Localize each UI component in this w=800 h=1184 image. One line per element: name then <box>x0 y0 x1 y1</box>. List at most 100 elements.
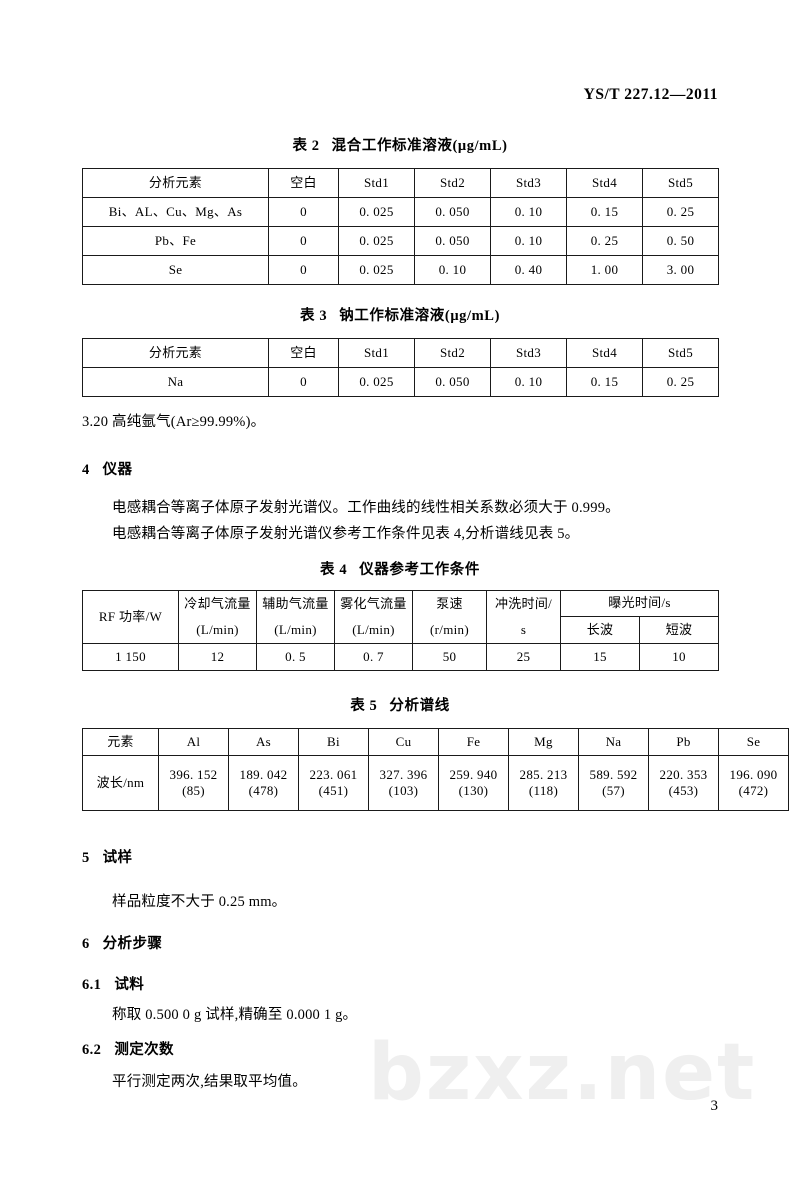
table5-order-7: (453) <box>668 783 699 798</box>
table-row: Pb、Fe 0 0. 025 0. 050 0. 10 0. 25 0. 50 <box>82 226 719 256</box>
table2-r2-c0: Se <box>82 255 269 285</box>
table3-wrapper: 分析元素 空白 Std1 Std2 Std3 Std4 Std5 Na 0 0.… <box>82 338 719 397</box>
table2-r2-c6: 3. 00 <box>642 255 719 285</box>
table3-r0-c4: 0. 10 <box>490 367 567 397</box>
table5-wavelength-cell-6: 589. 592 (57) <box>578 755 649 811</box>
table3-caption: 表 3 钠工作标准溶液(μg/mL) <box>82 304 718 325</box>
table3-col-4: Std3 <box>490 338 567 368</box>
table5-wavelength-5: 285. 213 <box>519 766 568 782</box>
table5-element-5: Mg <box>508 728 579 756</box>
table2-caption-number: 表 2 <box>292 138 320 154</box>
table2-r0-c6: 0. 25 <box>642 197 719 227</box>
table2-r1-c1: 0 <box>268 226 339 256</box>
table5-wavelength-cell-0: 396. 152 (85) <box>158 755 229 811</box>
clause-6-2-heading: 6.2 测定次数 <box>82 1038 174 1059</box>
clause-6-2-title: 测定次数 <box>114 1042 174 1058</box>
clause-6-1-heading: 6.1 试料 <box>82 973 144 994</box>
clause-4-paragraph-1: 电感耦合等离子体原子发射光谱仪。工作曲线的线性相关系数必须大于 0.999。 <box>112 500 620 516</box>
table3-r0-c6: 0. 25 <box>642 367 719 397</box>
clause-6-1-number: 6.1 <box>82 977 102 993</box>
table5-wavelength-cell-8: 196. 090 (472) <box>718 755 789 811</box>
table5-element-6: Na <box>578 728 649 756</box>
table4-col-1-line2: (L/min) <box>178 616 257 644</box>
table4-group-header: 曝光时间/s <box>559 590 720 617</box>
table2-r1-c2: 0. 025 <box>338 226 415 256</box>
table5-element-0: Al <box>158 728 229 756</box>
page-number: 3 <box>710 1098 719 1114</box>
table4-wrapper: RF 功率/W 冷却气流量 辅助气流量 雾化气流量 泵速 冲洗时间/ 曝光时间/… <box>82 590 720 671</box>
table5-order-5: (118) <box>528 783 559 798</box>
clause-3-20-paragraph: 3.20 高纯氩气(Ar≥99.99%)。 <box>82 414 266 430</box>
table5-caption-text: 分析谱线 <box>389 698 450 714</box>
table4-col-2-line1: 辅助气流量 <box>256 590 335 617</box>
table3-caption-text: 钠工作标准溶液(μg/mL) <box>339 308 500 324</box>
table5-wavelength-1: 189. 042 <box>239 766 288 782</box>
table5-wavelength-4: 259. 940 <box>449 766 498 782</box>
table5-wavelength-7: 220. 353 <box>659 766 708 782</box>
table2-col-6: Std5 <box>642 168 719 198</box>
clause-6-heading: 6 分析步骤 <box>82 932 162 953</box>
clause-5-paragraph: 样品粒度不大于 0.25 mm。 <box>112 894 287 910</box>
table3-r0-c2: 0. 025 <box>338 367 415 397</box>
table5-order-3: (103) <box>388 783 419 798</box>
table4-caption-number: 表 4 <box>320 562 348 578</box>
table2: 分析元素 空白 Std1 Std2 Std3 Std4 Std5 Bi、AL、C… <box>82 168 719 285</box>
table-row: Na 0 0. 025 0. 050 0. 10 0. 15 0. 25 <box>82 367 719 397</box>
table2-col-5: Std4 <box>566 168 643 198</box>
table5-wavelength-row: 波长/nm 396. 152 (85) 189. 042 (478) <box>82 755 789 811</box>
table5-order-6: (57) <box>602 783 625 798</box>
table4-header-row-2: (L/min) (L/min) (L/min) (r/min) s 长波 短波 <box>83 616 720 644</box>
table4-r0-c0: 1 150 <box>82 643 179 671</box>
table2-r2-c4: 0. 40 <box>490 255 567 285</box>
table5-element-1: As <box>228 728 299 756</box>
table2-caption: 表 2 混合工作标准溶液(μg/mL) <box>82 134 718 155</box>
table4-header-row-1: RF 功率/W 冷却气流量 辅助气流量 雾化气流量 泵速 冲洗时间/ 曝光时间/… <box>82 590 720 644</box>
table3-col-1: 空白 <box>268 338 339 368</box>
table2-r0-c3: 0. 050 <box>414 197 491 227</box>
table2-col-2: Std1 <box>338 168 415 198</box>
table5-wavelength-cell-7: 220. 353 (453) <box>648 755 719 811</box>
clause-5-title: 试样 <box>102 850 133 866</box>
table4-col-0: RF 功率/W <box>82 590 179 644</box>
table5-wavelength-cell-3: 327. 396 (103) <box>368 755 439 811</box>
table5-order-1: (478) <box>248 783 279 798</box>
table5-wavelength-cell-2: 223. 061 (451) <box>298 755 369 811</box>
table4-caption-text: 仪器参考工作条件 <box>359 562 480 578</box>
clause-4-number: 4 <box>82 462 90 478</box>
table2-r0-c1: 0 <box>268 197 339 227</box>
table4-r0-c7: 10 <box>638 643 720 671</box>
table5-order-2: (451) <box>318 783 349 798</box>
clause-6-2-number: 6.2 <box>82 1042 102 1058</box>
table2-r1-c6: 0. 50 <box>642 226 719 256</box>
clause-6-title: 分析步骤 <box>102 936 163 952</box>
table2-r2-c1: 0 <box>268 255 339 285</box>
table3-r0-c0: Na <box>82 367 269 397</box>
table5-element-8: Se <box>718 728 789 756</box>
table2-wrapper: 分析元素 空白 Std1 Std2 Std3 Std4 Std5 Bi、AL、C… <box>82 168 719 285</box>
table4-r0-c4: 50 <box>412 643 487 671</box>
table2-r0-c4: 0. 10 <box>490 197 567 227</box>
table2-r1-c0: Pb、Fe <box>82 226 269 256</box>
table5-caption-number: 表 5 <box>350 698 378 714</box>
table5-wavelength-0: 396. 152 <box>169 766 218 782</box>
table4-r0-c2: 0. 5 <box>256 643 335 671</box>
table5-order-0: (85) <box>182 783 205 798</box>
clause-4-title: 仪器 <box>102 462 133 478</box>
table2-caption-text: 混合工作标准溶液(μg/mL) <box>331 138 508 154</box>
table4-col-1-line1: 冷却气流量 <box>178 590 257 617</box>
page-header-standard-code: YS/T 227.12—2011 <box>583 86 718 103</box>
table5-element-7: Pb <box>648 728 719 756</box>
table3-r0-c3: 0. 050 <box>414 367 491 397</box>
table-row: 1 150 12 0. 5 0. 7 50 25 15 10 <box>82 643 720 671</box>
table4: RF 功率/W 冷却气流量 辅助气流量 雾化气流量 泵速 冲洗时间/ 曝光时间/… <box>82 590 720 671</box>
table2-r0-c2: 0. 025 <box>338 197 415 227</box>
table2-col-3: Std2 <box>414 168 491 198</box>
table4-col-3-line2: (L/min) <box>334 616 413 644</box>
table2-r0-c0: Bi、AL、Cu、Mg、As <box>82 197 269 227</box>
table3-header-row: 分析元素 空白 Std1 Std2 Std3 Std4 Std5 <box>82 338 719 368</box>
table4-col-5-line1: 冲洗时间/ <box>486 590 561 617</box>
table4-r0-c3: 0. 7 <box>334 643 413 671</box>
table5-order-8: (472) <box>738 783 769 798</box>
table3-r0-c1: 0 <box>268 367 339 397</box>
